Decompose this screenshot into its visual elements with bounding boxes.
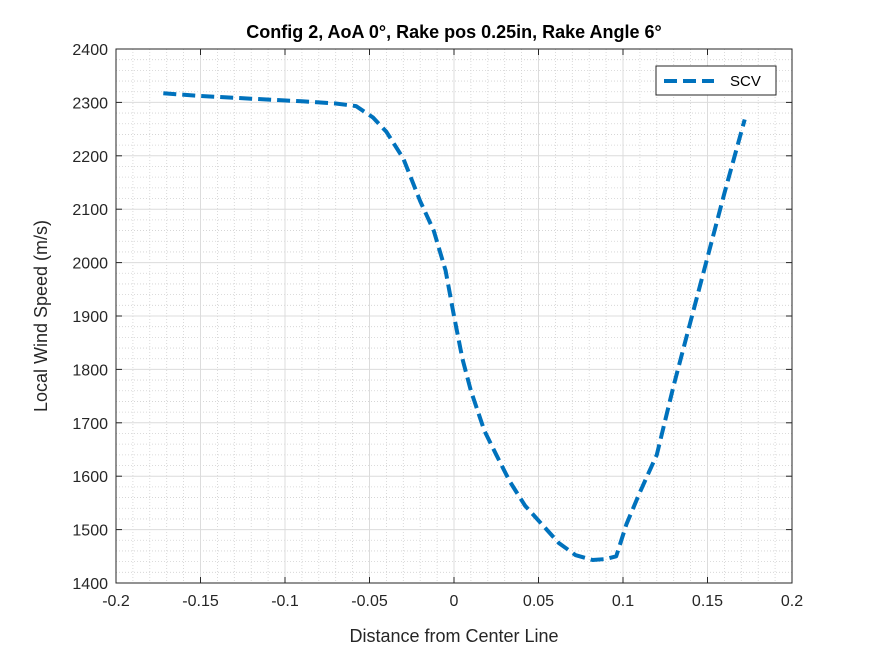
series-layer (163, 91, 747, 562)
legend: SCV (655, 65, 777, 96)
legend-label-scv: SCV (730, 73, 761, 90)
x-tick-label: -0.05 (351, 593, 388, 610)
y-tick-label: 2300 (72, 95, 108, 112)
y-axis-label: Local Wind Speed (m/s) (31, 220, 51, 412)
x-tick-label: -0.15 (182, 593, 219, 610)
x-tick-label: 0.2 (781, 593, 803, 610)
y-tick-label: 1400 (72, 576, 108, 593)
y-tick-label: 1900 (72, 309, 108, 326)
y-tick-label: 2000 (72, 256, 108, 273)
y-tick-labels: 1400 1500 1600 1700 1800 1900 2000 2100 2200 2300… (72, 42, 108, 593)
y-tick-label: 1500 (72, 523, 108, 540)
x-tick-label: -0.1 (271, 593, 299, 610)
y-tick-label: 1600 (72, 469, 108, 486)
x-tick-labels: -0.2 -0.15 -0.1 -0.05 0 0.05 0.1 0.15 0.2 (102, 593, 803, 610)
y-tick-label: 2200 (72, 149, 108, 166)
y-tick-label: 2100 (72, 202, 108, 219)
axis-ticks (115, 48, 793, 584)
y-tick-label: 1800 (72, 362, 108, 379)
x-tick-label: -0.2 (102, 593, 130, 610)
x-tick-label: 0.05 (523, 593, 554, 610)
x-axis-label: Distance from Center Line (349, 626, 558, 646)
y-tick-label: 2400 (72, 42, 108, 59)
x-tick-label: 0 (450, 593, 459, 610)
y-tick-label: 1700 (72, 416, 108, 433)
x-tick-label: 0.15 (692, 593, 723, 610)
x-tick-label: 0.1 (612, 593, 634, 610)
chart-title: Config 2, AoA 0°, Rake pos 0.25in, Rake … (246, 22, 662, 42)
